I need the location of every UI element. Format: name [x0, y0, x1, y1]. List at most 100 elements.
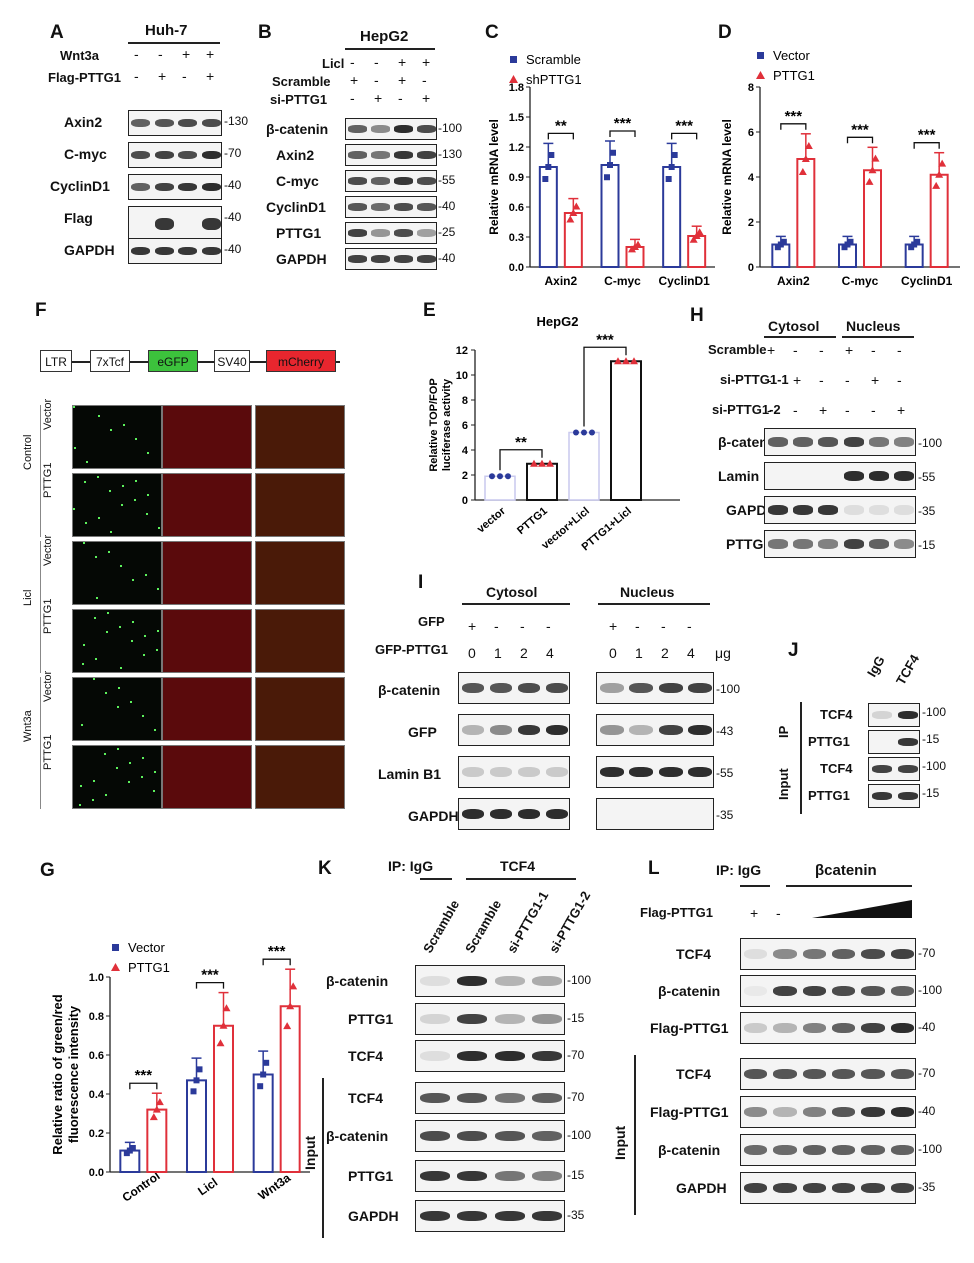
protein-band: [743, 1068, 768, 1080]
western-blot-strip: [868, 703, 920, 727]
protein-band: [371, 229, 390, 237]
molecular-weight-marker: -35: [918, 1180, 936, 1194]
protein-label: Flag-PTTG1: [650, 1020, 729, 1036]
protein-band: [871, 711, 893, 719]
data-point: [546, 459, 554, 467]
protein-band: [201, 217, 221, 231]
condition-sign: -: [819, 342, 824, 358]
protein-band: [178, 150, 198, 160]
construct-element: SV40: [214, 350, 250, 372]
micrograph-merge: [255, 473, 345, 537]
protein-band: [348, 125, 367, 133]
x-tick-label: Licl: [195, 1175, 220, 1198]
construct-element: LTR: [40, 350, 72, 372]
y-tick-label: 8: [748, 82, 754, 94]
protein-band: [658, 766, 683, 778]
western-blot-strip: [740, 1096, 916, 1128]
protein-band: [348, 177, 367, 185]
y-tick-label: 1.8: [509, 82, 524, 94]
scale-bar: [308, 822, 338, 824]
protein-band: [890, 985, 915, 997]
green-cell: [84, 481, 86, 483]
protein-label: TCF4: [676, 1066, 711, 1082]
bar-chart-d: 0 2 4 6 8 Relative mRNA level Axin2 *** C-myc ***…: [720, 48, 960, 288]
condition-sign: -: [793, 402, 798, 418]
data-point: [604, 174, 610, 181]
molecular-weight-marker: -100: [922, 759, 947, 773]
protein-band: [348, 203, 367, 211]
green-cell: [147, 494, 149, 496]
protein-band: [894, 471, 915, 481]
green-cell: [131, 640, 133, 642]
protein-label: β-catenin: [658, 983, 721, 999]
green-cell: [122, 485, 124, 487]
y-tick-label: 0.8: [89, 1011, 104, 1023]
molecular-weight-marker: -25: [438, 225, 456, 239]
molecular-weight-marker: -70: [567, 1090, 585, 1104]
green-cell: [98, 415, 100, 417]
green-cell: [86, 461, 88, 463]
protein-band: [861, 1106, 885, 1118]
group-bracket: [40, 405, 41, 537]
molecular-weight-marker: -130: [224, 114, 249, 128]
molecular-weight-marker: -70: [918, 1066, 936, 1080]
protein-label: TCF4: [348, 1048, 383, 1064]
protein-band: [461, 682, 485, 694]
y-tick-label: 0.6: [89, 1050, 104, 1062]
protein-band: [417, 125, 436, 133]
protein-label: PTTG1: [808, 734, 850, 749]
data-point: [581, 429, 587, 436]
protein-band: [894, 505, 915, 515]
protein-label: PTTG1: [726, 536, 772, 552]
protein-band: [489, 682, 513, 694]
molecular-weight-marker: -15: [922, 732, 940, 746]
protein-band: [461, 808, 485, 820]
micrograph-merge: [255, 541, 345, 605]
protein-label: β-catenin: [658, 1142, 721, 1158]
protein-band: [743, 1106, 768, 1118]
y-tick-label: 0: [748, 262, 754, 274]
condition-sign: +: [897, 402, 906, 418]
protein-band: [792, 539, 814, 549]
protein-band: [394, 151, 413, 159]
protein-band: [419, 1092, 450, 1104]
protein-band: [494, 1210, 525, 1222]
western-blot-strip: [764, 428, 916, 456]
data-point: [505, 473, 511, 480]
condition-label: GFP-PTTG1: [375, 642, 448, 657]
data-point: [804, 142, 813, 150]
x-tick-label: CyclinD1: [658, 274, 710, 288]
protein-band: [688, 682, 713, 694]
green-cell: [153, 790, 155, 792]
ip-underline: [786, 885, 912, 887]
green-cell: [95, 658, 97, 660]
bar-vector: [252, 1073, 274, 1173]
significance-bracket: [671, 132, 698, 140]
protein-band: [743, 1182, 768, 1194]
protein-band: [417, 229, 436, 237]
x-tick-label: PTTG1: [515, 505, 550, 537]
fraction-label: Cytosol: [768, 318, 820, 334]
data-point: [589, 429, 595, 436]
fraction-underline: [842, 336, 914, 338]
panel-label-c: C: [485, 22, 499, 43]
x-tick-label: C-myc: [604, 274, 641, 288]
significance-bracket: [780, 123, 807, 130]
protein-band: [457, 1092, 488, 1104]
green-cell: [93, 780, 95, 782]
ip-underline: [740, 885, 770, 887]
condition-sign: -: [134, 46, 139, 62]
protein-band: [897, 792, 919, 800]
y-tick-label: 0.0: [509, 262, 524, 274]
protein-band: [658, 682, 683, 694]
condition-amount: 2: [661, 645, 669, 661]
data-point: [865, 177, 874, 185]
data-point: [530, 459, 538, 467]
ip-label: βcatenin: [815, 862, 877, 879]
western-blot-strip: [128, 174, 222, 200]
panel-label-l: L: [648, 858, 660, 879]
molecular-weight-marker: -40: [224, 178, 242, 192]
data-point: [489, 473, 495, 480]
protein-band: [599, 724, 624, 736]
protein-band: [688, 724, 713, 736]
